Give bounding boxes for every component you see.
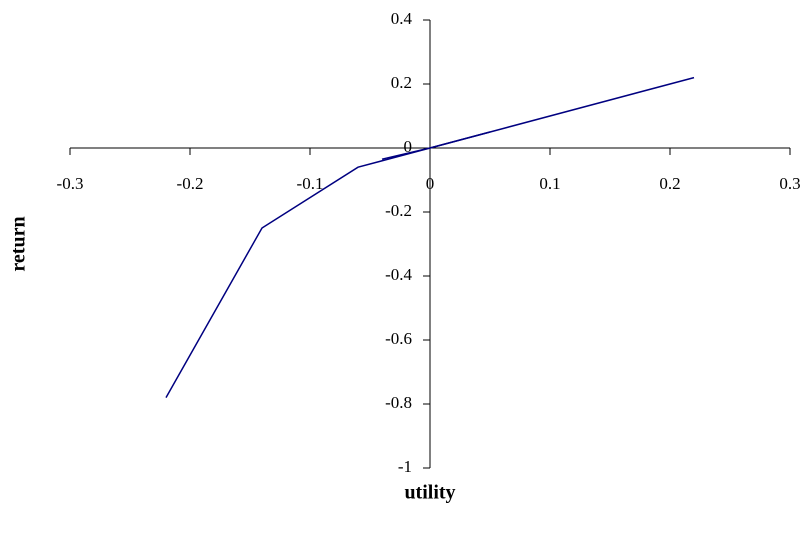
- x-tick-label: 0.3: [779, 174, 800, 193]
- x-tick-label: -0.2: [177, 174, 204, 193]
- y-tick-label: -0.2: [385, 201, 412, 220]
- y-tick-label: 0.4: [391, 9, 413, 28]
- y-tick-label: -0.6: [385, 329, 412, 348]
- x-tick-label: -0.1: [297, 174, 324, 193]
- y-axis-title: return: [8, 216, 30, 271]
- x-tick-label: 0.1: [539, 174, 560, 193]
- x-tick-label: 0: [426, 174, 435, 193]
- line: [165, 76, 695, 398]
- line: [381, 131, 491, 160]
- y-tick-label: -0.4: [385, 265, 412, 284]
- y-tick-label: 0.2: [391, 73, 412, 92]
- y-tick-label: -1: [398, 457, 412, 476]
- x-axis-title: utility: [404, 482, 455, 504]
- y-tick-label: 0: [404, 137, 413, 156]
- y-tick-label: -0.8: [385, 393, 412, 412]
- x-tick-label: 0.2: [659, 174, 680, 193]
- x-tick-label: -0.3: [57, 174, 84, 193]
